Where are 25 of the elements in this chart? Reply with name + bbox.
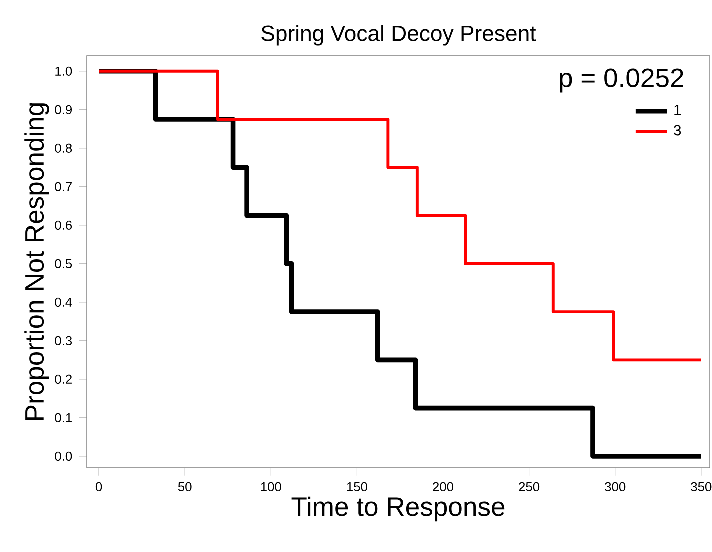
y-tick-label: 0.3 xyxy=(55,336,72,346)
x-tick-label: 300 xyxy=(605,482,626,492)
x-tick-label: 250 xyxy=(519,482,540,492)
y-tick-label: 0.4 xyxy=(55,298,72,307)
x-tick-label: 350 xyxy=(691,482,712,492)
legend-label: 3 xyxy=(674,125,682,136)
x-tick-label: 0 xyxy=(96,482,102,492)
legend-label: 1 xyxy=(674,104,682,116)
y-tick-label: 0.0 xyxy=(55,452,72,462)
y-tick-label: 0.1 xyxy=(55,413,72,423)
x-axis-title: Time to Response xyxy=(292,496,505,522)
annotation: p = 0.0252 xyxy=(560,68,684,93)
x-tick-label: 100 xyxy=(261,482,282,492)
x-tick-label: 200 xyxy=(433,482,454,492)
y-tick-label: 0.9 xyxy=(55,105,72,114)
y-tick-label: 0.6 xyxy=(55,220,72,230)
y-tick-label: 0.7 xyxy=(55,182,72,192)
y-axis-title: Proportion Not Responding xyxy=(24,104,50,420)
y-tick-label: 0.8 xyxy=(55,144,72,153)
x-tick-label: 150 xyxy=(347,482,368,492)
y-tick-label: 0.2 xyxy=(55,374,72,384)
y-tick-label: 0.5 xyxy=(55,259,72,268)
x-tick-label: 50 xyxy=(178,482,192,492)
y-tick-label: 1.0 xyxy=(56,66,72,76)
chart-title: Spring Vocal Decoy Present xyxy=(262,25,536,46)
